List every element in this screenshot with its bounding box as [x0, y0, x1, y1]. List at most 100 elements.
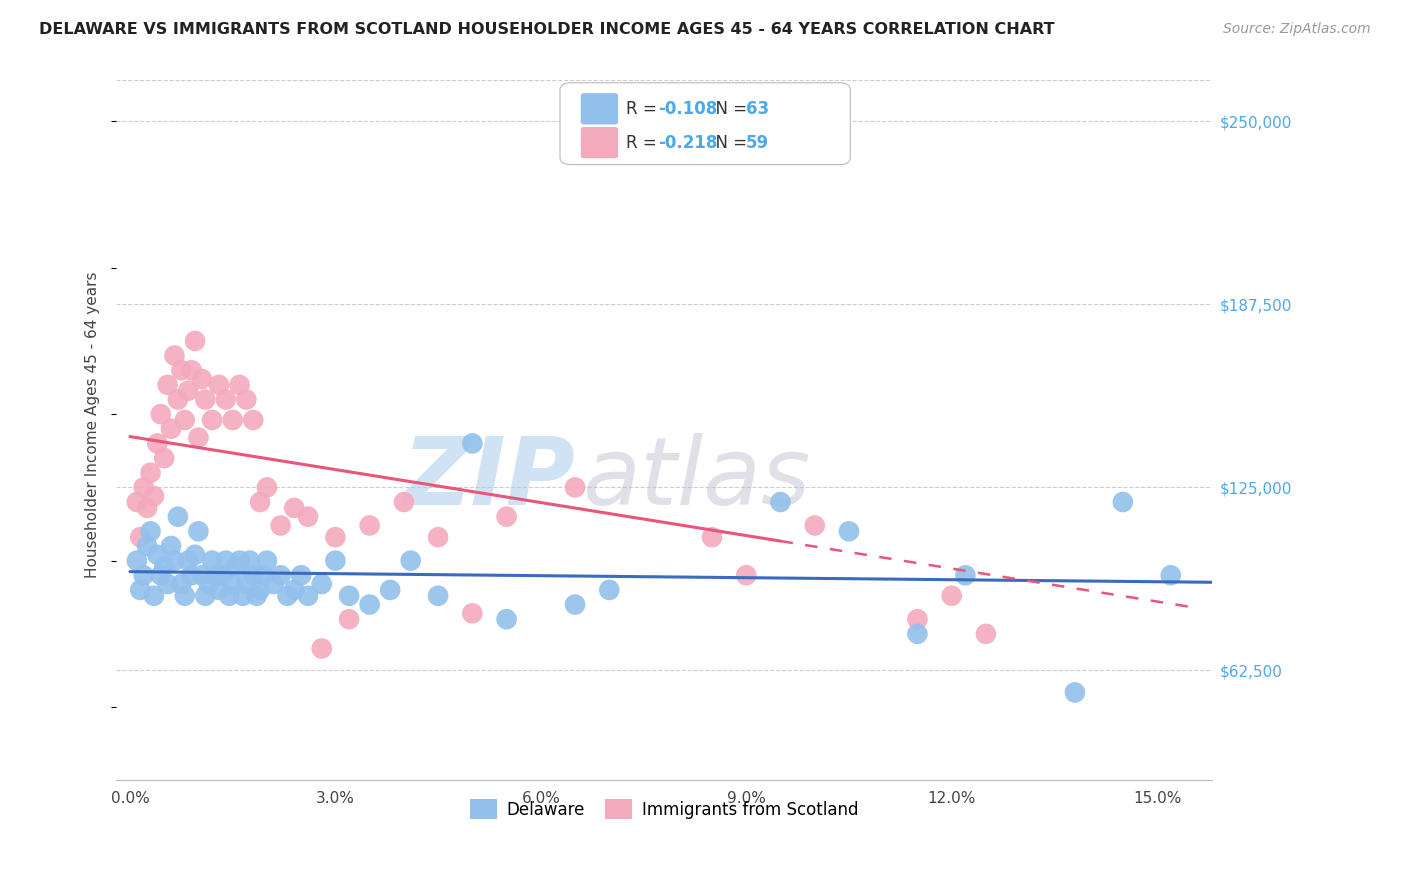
Point — [173, 413, 195, 427]
Point — [235, 577, 257, 591]
Point — [907, 612, 929, 626]
Point — [194, 392, 217, 407]
Text: DELAWARE VS IMMIGRANTS FROM SCOTLAND HOUSEHOLDER INCOME AGES 45 - 64 YEARS CORRE: DELAWARE VS IMMIGRANTS FROM SCOTLAND HOU… — [39, 22, 1054, 37]
Point — [208, 582, 231, 597]
Text: 59: 59 — [747, 134, 769, 152]
Point — [1112, 495, 1135, 509]
Point — [297, 589, 319, 603]
Y-axis label: Householder Income Ages 45 - 64 years: Householder Income Ages 45 - 64 years — [86, 271, 100, 578]
Point — [201, 553, 224, 567]
Point — [249, 495, 271, 509]
Point — [129, 582, 152, 597]
Point — [194, 589, 217, 603]
Point — [156, 377, 179, 392]
Point — [187, 524, 209, 539]
Point — [184, 548, 207, 562]
Point — [228, 553, 250, 567]
Point — [564, 598, 586, 612]
Point — [146, 548, 169, 562]
Point — [242, 568, 264, 582]
Point — [170, 577, 193, 591]
Point — [270, 518, 292, 533]
Point — [256, 480, 278, 494]
Point — [132, 480, 155, 494]
Point — [142, 589, 165, 603]
Point — [461, 436, 484, 450]
Point — [177, 384, 200, 398]
Point — [163, 349, 186, 363]
Point — [221, 413, 243, 427]
Point — [211, 568, 233, 582]
Point — [187, 431, 209, 445]
Point — [232, 589, 254, 603]
Point — [290, 568, 312, 582]
Point — [283, 500, 305, 515]
Point — [218, 589, 240, 603]
Point — [139, 466, 162, 480]
Point — [769, 144, 792, 158]
Point — [325, 530, 347, 544]
Point — [399, 553, 422, 567]
Point — [297, 509, 319, 524]
Point — [276, 589, 298, 603]
Point — [167, 509, 190, 524]
Text: atlas: atlas — [582, 434, 810, 524]
Point — [337, 612, 360, 626]
Text: Source: ZipAtlas.com: Source: ZipAtlas.com — [1223, 22, 1371, 37]
Point — [495, 612, 517, 626]
Point — [136, 539, 159, 553]
Point — [700, 530, 723, 544]
Text: -0.108: -0.108 — [658, 100, 718, 118]
Point — [598, 582, 620, 597]
Point — [427, 530, 450, 544]
Point — [1064, 685, 1087, 699]
Point — [170, 363, 193, 377]
Point — [461, 607, 484, 621]
Point — [1160, 568, 1182, 582]
Point — [160, 422, 183, 436]
Point — [180, 363, 202, 377]
Point — [252, 568, 274, 582]
Point — [769, 495, 792, 509]
Point — [221, 577, 243, 591]
Point — [235, 392, 257, 407]
Point — [283, 582, 305, 597]
Point — [337, 589, 360, 603]
Point — [955, 568, 977, 582]
Point — [215, 553, 238, 567]
Point — [167, 392, 190, 407]
Point — [146, 436, 169, 450]
Text: N =: N = — [704, 100, 752, 118]
Text: -0.218: -0.218 — [658, 134, 718, 152]
Point — [136, 500, 159, 515]
FancyBboxPatch shape — [581, 93, 619, 125]
Text: 63: 63 — [747, 100, 769, 118]
Point — [225, 559, 247, 574]
Point — [208, 377, 231, 392]
Point — [156, 577, 179, 591]
Point — [246, 589, 269, 603]
Point — [392, 495, 415, 509]
Point — [242, 413, 264, 427]
Legend: Delaware, Immigrants from Scotland: Delaware, Immigrants from Scotland — [464, 793, 865, 825]
FancyBboxPatch shape — [560, 83, 851, 165]
Point — [139, 524, 162, 539]
Point — [564, 480, 586, 494]
Point — [184, 334, 207, 348]
Point — [163, 553, 186, 567]
Point — [838, 524, 860, 539]
Point — [149, 407, 172, 421]
Text: R =: R = — [626, 100, 662, 118]
Text: ZIP: ZIP — [402, 433, 575, 524]
Point — [215, 392, 238, 407]
Point — [735, 568, 758, 582]
Text: N =: N = — [704, 134, 752, 152]
Point — [427, 589, 450, 603]
Point — [270, 568, 292, 582]
Point — [941, 589, 963, 603]
Point — [125, 553, 148, 567]
Point — [204, 568, 226, 582]
Point — [173, 589, 195, 603]
Point — [142, 489, 165, 503]
Point — [132, 568, 155, 582]
